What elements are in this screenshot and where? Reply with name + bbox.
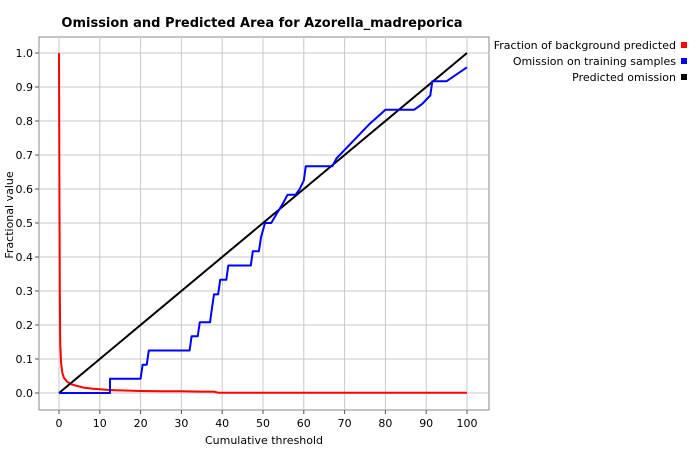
y-tick-label: 0.1 [16, 353, 34, 366]
legend-swatch [681, 58, 687, 64]
y-axis-label: Fractional value [3, 171, 16, 258]
y-tick-label: 0.9 [16, 81, 34, 94]
x-tick-label: 60 [297, 417, 311, 430]
axis-ticks: 0 10 20 30 40 50 60 70 80 90 100 0.0 0.1 0.2 0.3 0.4 0.5… [16, 47, 478, 430]
x-tick-label: 40 [215, 417, 229, 430]
x-tick-label: 0 [56, 417, 63, 430]
y-tick-label: 0.7 [16, 149, 34, 162]
series-line-omission-on-training-samples [59, 66, 468, 394]
y-tick-label: 0.5 [16, 217, 34, 230]
x-tick-label: 20 [134, 417, 148, 430]
y-tick-label: 0.8 [16, 115, 34, 128]
x-tick-label: 70 [338, 417, 352, 430]
y-tick-label: 0.3 [16, 285, 34, 298]
legend-swatch [681, 42, 687, 48]
series-layer [58, 52, 468, 394]
y-tick-label: 0.4 [16, 251, 34, 264]
x-axis-label: Cumulative threshold [205, 434, 323, 447]
x-tick-label: 50 [256, 417, 270, 430]
legend: Fraction of background predicted Omission… [494, 39, 687, 84]
y-tick-label: 0.6 [16, 183, 34, 196]
y-tick-label: 1.0 [16, 47, 34, 60]
x-tick-label: 90 [419, 417, 433, 430]
y-tick-label: 0.2 [16, 319, 34, 332]
legend-label: Predicted omission [572, 71, 676, 84]
x-tick-label: 100 [457, 417, 478, 430]
legend-label: Omission on training samples [513, 55, 676, 68]
legend-swatch [681, 74, 687, 80]
x-tick-label: 30 [174, 417, 188, 430]
series-line-fraction-of-background-predicted [58, 52, 467, 394]
x-tick-label: 10 [93, 417, 107, 430]
chart-title: Omission and Predicted Area for Azorella… [61, 16, 462, 31]
legend-label: Fraction of background predicted [494, 39, 676, 52]
y-tick-label: 0.0 [16, 387, 34, 400]
x-tick-label: 80 [378, 417, 392, 430]
